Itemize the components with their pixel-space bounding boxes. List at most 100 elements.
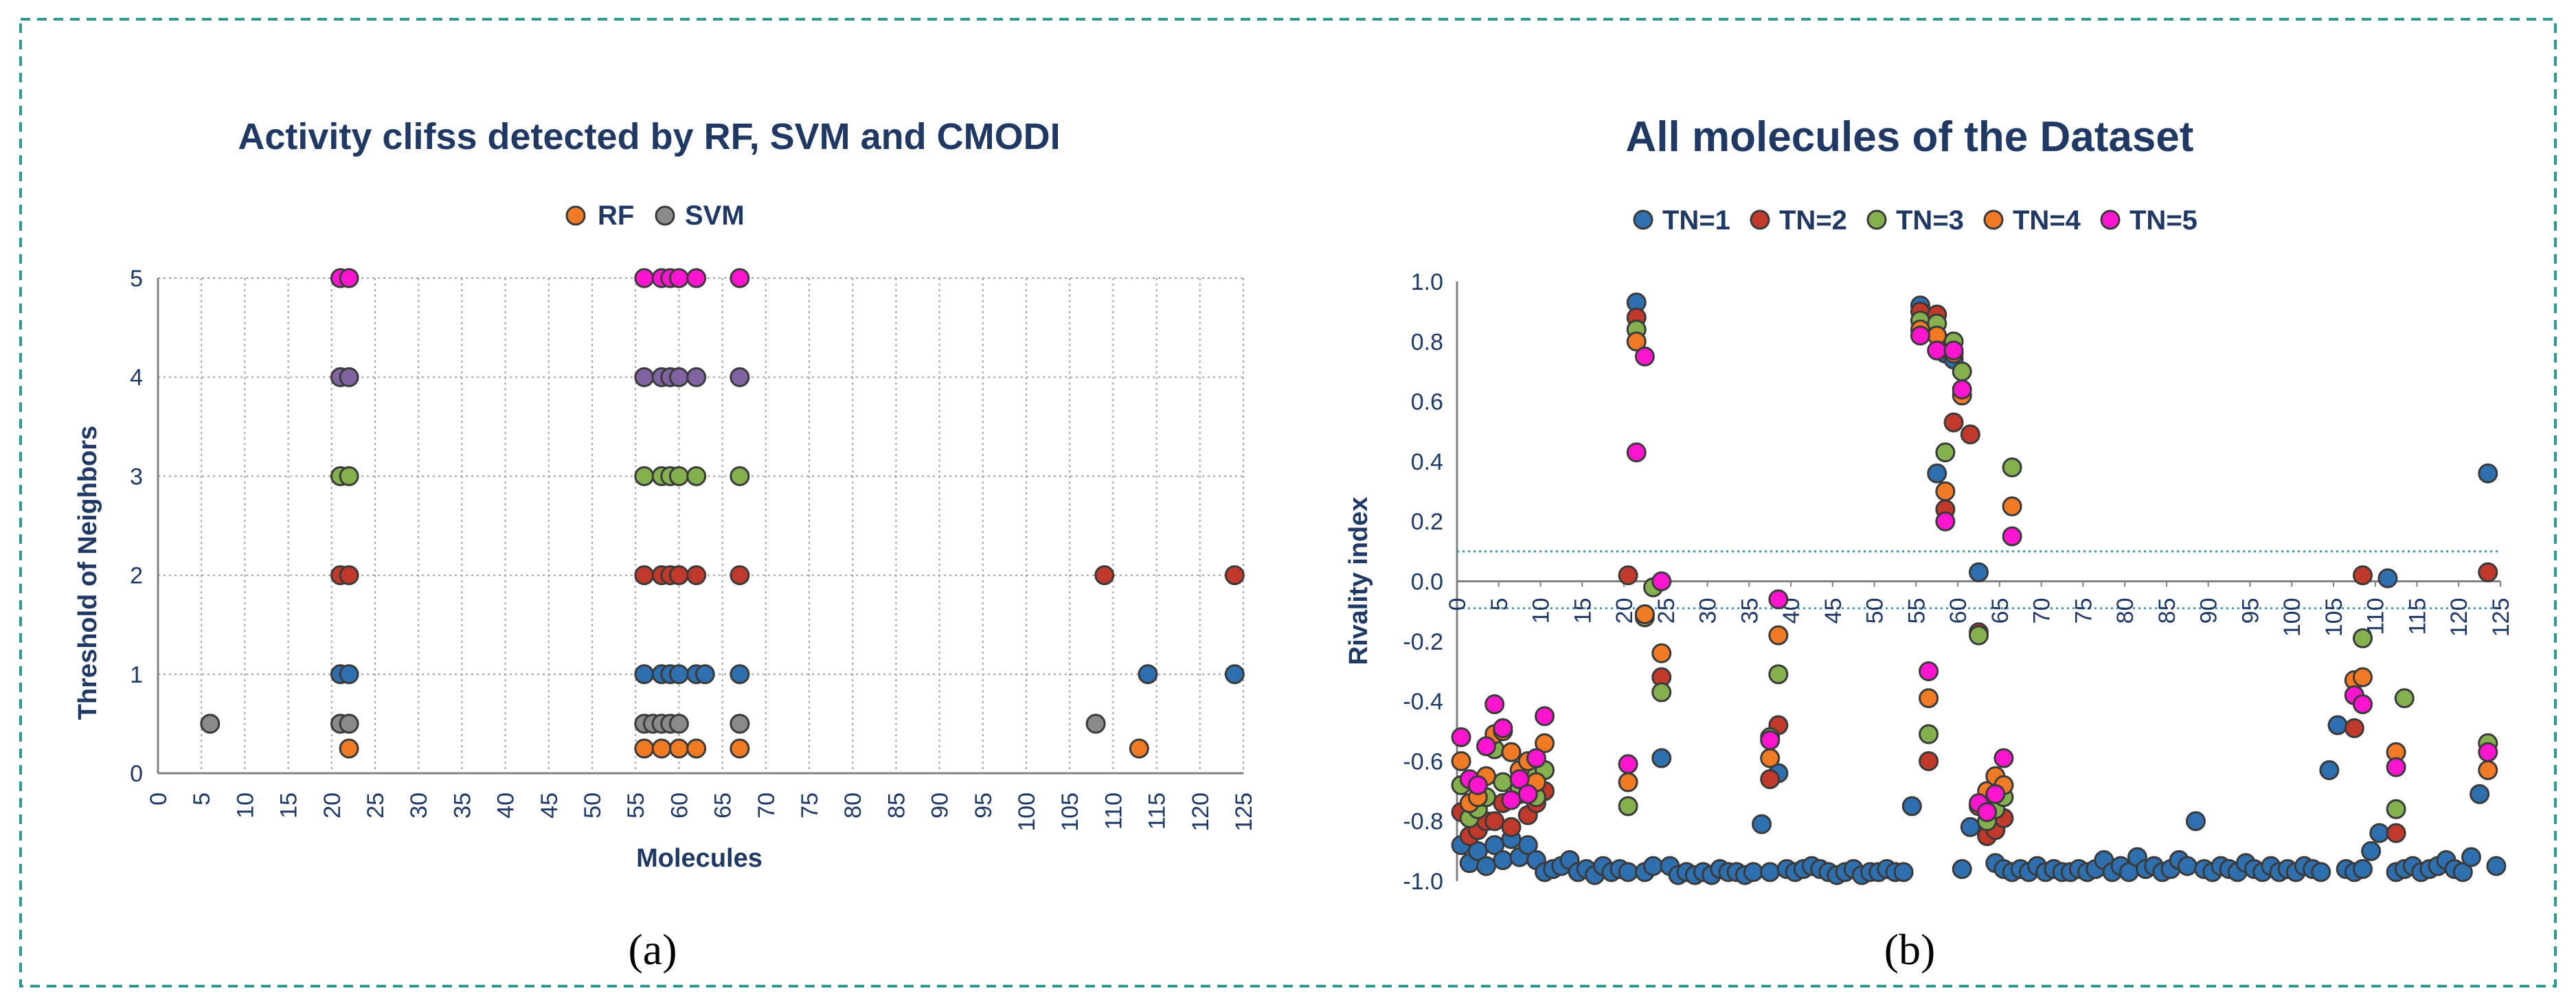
b-point-tn5	[1927, 340, 1947, 361]
b-point-tn4	[1768, 625, 1789, 646]
a-x-tick-label: 90	[927, 792, 953, 819]
a-x-tick-label: 70	[754, 792, 780, 819]
b-point-tn4	[1535, 733, 1555, 753]
a-point-cmodi-4	[668, 367, 689, 387]
b-point-tn1	[1476, 856, 1497, 876]
b-point-tn2	[1484, 811, 1505, 832]
a-point-cmodi-2	[1224, 565, 1245, 586]
b-point-tn1	[1752, 814, 1772, 834]
b-point-tn4	[1501, 742, 1522, 762]
b-point-tn1	[1969, 562, 1989, 582]
a-point-cmodi-4	[686, 367, 707, 387]
b-point-tn2	[2478, 562, 2498, 582]
b-point-tn1	[2452, 862, 2473, 882]
b-point-tn1	[2461, 847, 2481, 867]
b-point-tn3	[1919, 724, 1939, 744]
a-point-cmodi-3	[339, 466, 359, 486]
a-point-cmodi-4	[339, 367, 359, 387]
a-x-tick-label: 110	[1100, 792, 1127, 830]
b-y-tick-label: -0.6	[1403, 749, 1443, 775]
b-point-tn1	[2486, 856, 2507, 876]
b-point-tn4	[1634, 604, 1655, 625]
b-point-tn5	[1517, 784, 1538, 804]
legend-tn2-label: TN=2	[1779, 205, 1847, 236]
b-point-tn3	[2386, 799, 2406, 819]
a-point-cmodi-1	[668, 664, 689, 685]
legend-tn1-label: TN=1	[1662, 205, 1730, 236]
b-y-tick-label: -0.4	[1403, 689, 1443, 715]
b-point-tn1	[2352, 859, 2373, 880]
legend-tn4-label: TN=4	[2013, 205, 2081, 236]
legend-rf-label: RF	[598, 201, 634, 231]
panel-a-legend: RF SVM	[565, 201, 745, 231]
b-point-tn3	[1935, 442, 1956, 463]
a-point-rf	[339, 738, 359, 759]
a-x-tick-label: 100	[1014, 792, 1040, 832]
a-x-tick-label: 10	[232, 792, 258, 819]
b-point-tn5	[1509, 769, 1530, 790]
b-point-tn1	[1651, 748, 1672, 768]
b-point-tn4	[1618, 772, 1638, 792]
a-point-cmodi-2	[1094, 565, 1115, 586]
b-point-tn4	[1760, 748, 1781, 768]
b-y-tick-label: 0.6	[1411, 389, 1443, 415]
b-point-tn1	[2470, 784, 2490, 804]
b-y-tick-label: 0.2	[1411, 509, 1443, 535]
panel-b-title: All molecules of the Dataset	[1626, 113, 2194, 161]
a-point-cmodi-4	[730, 367, 750, 387]
legend-tn2-marker	[1750, 209, 1770, 230]
a-x-tick-label: 35	[449, 792, 475, 819]
b-point-tn5	[1634, 346, 1655, 367]
b-point-tn3	[2352, 628, 2373, 648]
b-y-tick-label: 0.8	[1411, 329, 1443, 355]
panel-a-chart: Activity clifss detected by RF, SVM and …	[74, 116, 1257, 974]
legend-tn1-marker	[1633, 209, 1653, 230]
b-point-tn5	[1535, 706, 1555, 727]
b-point-tn5	[2478, 742, 2498, 762]
b-x-tick-label: 90	[2196, 598, 2222, 624]
a-point-cmodi-5	[634, 268, 655, 288]
a-point-cmodi-3	[686, 466, 707, 486]
a-x-tick-label: 20	[319, 792, 346, 819]
b-point-tn1	[2319, 760, 2340, 780]
legend-tn4-marker	[1983, 209, 2004, 230]
b-point-tn5	[1952, 379, 1972, 400]
a-point-cmodi-2	[668, 565, 689, 586]
b-point-tn1	[1618, 862, 1638, 882]
a-y-tick-label: 5	[130, 266, 143, 292]
b-point-tn3	[1768, 664, 1789, 685]
a-x-tick-label: 5	[189, 792, 215, 806]
b-x-tick-label: 85	[2154, 598, 2180, 624]
a-point-cmodi-2	[730, 565, 750, 586]
a-point-cmodi-1	[1138, 664, 1158, 685]
a-point-cmodi-3	[668, 466, 689, 486]
a-x-tick-label: 105	[1057, 792, 1083, 832]
a-point-cmodi-1	[730, 664, 750, 685]
a-point-rf	[668, 738, 689, 759]
b-point-tn5	[1501, 790, 1522, 810]
b-point-tn4	[2002, 496, 2022, 516]
legend-tn5-label: TN=5	[2129, 205, 2197, 236]
b-point-tn1	[2478, 463, 2498, 483]
b-point-tn5	[1935, 511, 1956, 532]
b-point-tn4	[1651, 643, 1672, 663]
b-x-tick-label: 70	[2029, 598, 2055, 624]
b-point-tn3	[2002, 457, 2022, 478]
b-point-tn4	[2478, 760, 2498, 780]
b-point-tn2	[1501, 817, 1522, 837]
b-x-tick-label: 75	[2070, 598, 2097, 624]
b-point-tn1	[2185, 811, 2206, 832]
a-point-svm	[1085, 714, 1106, 734]
legend-tn3-marker	[1866, 209, 1887, 230]
a-y-tick-label: 4	[130, 365, 143, 391]
legend-tn5-marker	[2100, 209, 2121, 230]
a-x-tick-label: 40	[493, 792, 519, 819]
a-point-rf	[651, 738, 672, 759]
b-point-tn3	[1952, 361, 1972, 382]
b-point-tn5	[2002, 526, 2022, 547]
b-point-tn2	[2352, 565, 2373, 586]
b-point-tn5	[1484, 694, 1505, 714]
a-y-tick-label: 1	[130, 662, 143, 688]
a-point-cmodi-4	[634, 367, 655, 387]
b-x-tick-label: 120	[2446, 598, 2472, 637]
